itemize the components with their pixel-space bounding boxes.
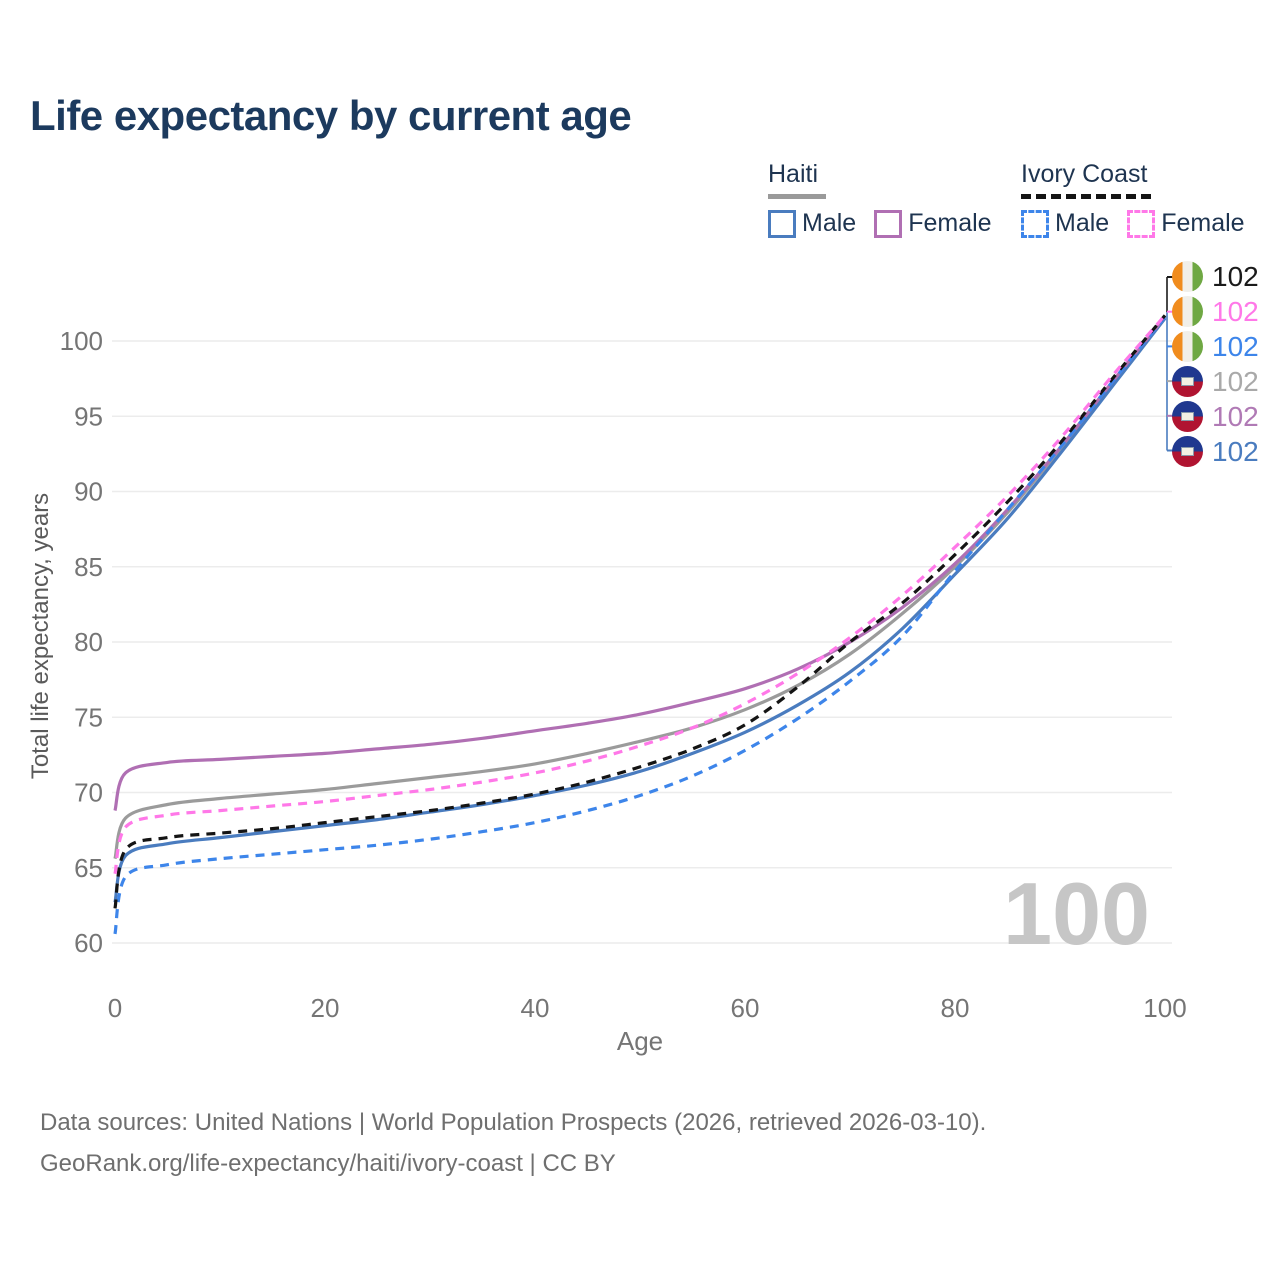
legend-item-label: Male: [1055, 209, 1110, 237]
end-label-row: 102: [1172, 366, 1259, 397]
x-tick-label: 100: [1143, 993, 1186, 1023]
series-line-haiti-both-sexes[interactable]: [113, 315, 1167, 860]
end-label-row: 102: [1172, 261, 1259, 292]
legend-country-haiti[interactable]: Haiti: [768, 160, 992, 199]
y-tick-label: 100: [60, 326, 103, 356]
haiti-female-swatch-icon: [874, 209, 903, 238]
legend-item-haiti-male[interactable]: Male: [768, 209, 856, 238]
end-label-row: 102: [1172, 436, 1259, 467]
end-label-row: 102: [1172, 401, 1259, 432]
hover-age-watermark: 100: [1003, 864, 1150, 963]
end-value-label: 102: [1212, 330, 1259, 362]
page-title: Life expectancy by current age: [30, 92, 632, 139]
ivory-coast-flag-icon: [1172, 331, 1203, 362]
series-line-ivory-coast-male[interactable]: [113, 315, 1167, 935]
legend-country-ivory-coast[interactable]: Ivory Coast: [1021, 160, 1245, 199]
y-tick-label: 75: [74, 702, 103, 732]
haiti-flag-icon: [1172, 366, 1203, 397]
ivory-coast-dashed-line-sample: [1021, 194, 1151, 199]
series-line-haiti-male[interactable]: [113, 317, 1167, 903]
x-tick-label: 80: [941, 993, 970, 1023]
y-tick-label: 95: [74, 401, 103, 431]
legend-country-ivory-coast-label: Ivory Coast: [1021, 160, 1148, 188]
ivory-coast-female-swatch-icon: [1127, 209, 1156, 238]
end-label-row: 102: [1172, 331, 1259, 362]
legend-item-ivory-coast-female[interactable]: Female: [1127, 209, 1245, 238]
x-tick-label: 60: [731, 993, 760, 1023]
y-tick-label: 85: [74, 552, 103, 582]
ivory-coast-flag-icon: [1172, 261, 1203, 292]
legend-item-label: Male: [802, 209, 857, 237]
end-value-label: 102: [1212, 435, 1259, 467]
endpoint-value-labels: 102 102 102 102 102 102: [1172, 261, 1259, 471]
end-value-label: 102: [1212, 400, 1259, 432]
legend-group-ivory-coast: Ivory Coast Male Female: [1021, 160, 1245, 238]
end-value-label: 102: [1212, 260, 1259, 292]
legend-item-ivory-coast-male[interactable]: Male: [1021, 209, 1109, 238]
haiti-male-swatch-icon: [768, 209, 796, 238]
series-line-haiti-female[interactable]: [113, 315, 1167, 812]
y-tick-label: 70: [74, 778, 103, 808]
y-tick-label: 65: [74, 853, 103, 883]
legend-item-label: Female: [1161, 209, 1245, 237]
x-tick-label: 40: [521, 993, 550, 1023]
y-tick-label: 90: [74, 477, 103, 507]
legend-item-label: Female: [908, 209, 992, 237]
haiti-flag-icon: [1172, 436, 1203, 467]
legend-country-haiti-label: Haiti: [768, 160, 819, 188]
y-axis-title: Total life expectancy, years: [27, 493, 54, 779]
y-tick-label: 60: [74, 928, 103, 958]
end-label-row: 102: [1172, 296, 1259, 327]
y-tick-label: 80: [74, 627, 103, 657]
footer-attribution[interactable]: GeoRank.org/life-expectancy/haiti/ivory-…: [40, 1150, 616, 1177]
end-value-label: 102: [1212, 295, 1259, 327]
ivory-coast-flag-icon: [1172, 296, 1203, 327]
x-axis-title: Age: [617, 1026, 663, 1056]
x-tick-label: 20: [311, 993, 340, 1023]
x-tick-label: 0: [108, 993, 122, 1023]
legend-item-haiti-female[interactable]: Female: [874, 209, 992, 238]
legend-group-haiti: Haiti Male Female: [768, 160, 992, 238]
series-line-ivory-coast-female[interactable]: [113, 314, 1167, 875]
end-value-label: 102: [1212, 365, 1259, 397]
series-line-ivory-coast-both-sexes[interactable]: [113, 314, 1167, 909]
footer-data-sources: Data sources: United Nations | World Pop…: [40, 1109, 987, 1136]
haiti-solid-line-sample: [768, 194, 826, 199]
ivory-coast-male-swatch-icon: [1021, 209, 1049, 238]
haiti-flag-icon: [1172, 401, 1203, 432]
